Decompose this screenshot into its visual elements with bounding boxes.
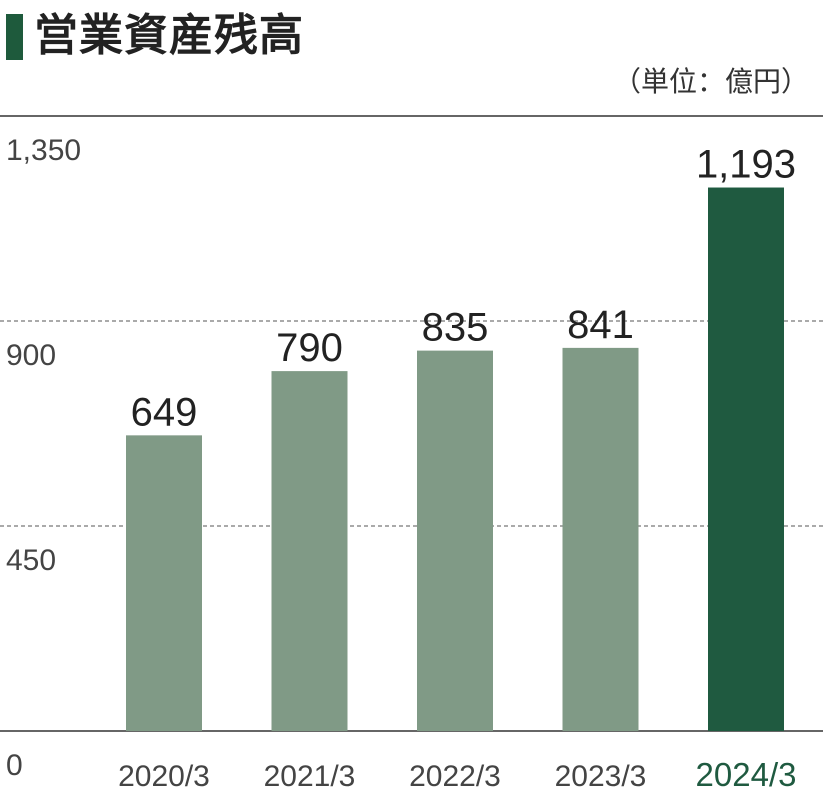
- data-label: 1,193: [696, 143, 796, 187]
- y-tick-label: 0: [6, 749, 23, 782]
- bar-highlight: [708, 187, 784, 731]
- bar: [562, 347, 639, 731]
- x-tick-label: 2022/3: [409, 760, 501, 793]
- chart-title: 営業資産残高: [34, 10, 304, 61]
- unit-label: （単位：億円）: [612, 65, 809, 98]
- x-tick-label: 2021/3: [264, 760, 356, 793]
- data-label: 841: [567, 303, 634, 347]
- bar: [417, 350, 493, 731]
- y-tick-label: 450: [6, 544, 56, 577]
- data-label: 649: [131, 390, 198, 434]
- x-tick-label: 2023/3: [555, 760, 647, 793]
- x-tick-label: 2020/3: [118, 760, 210, 793]
- bar: [126, 435, 202, 731]
- data-label: 835: [422, 306, 489, 350]
- data-label: 790: [276, 326, 343, 370]
- y-tick-label: 1,350: [6, 134, 81, 167]
- x-tick-label: 2024/3: [696, 756, 797, 793]
- title-accent-bar: [6, 14, 23, 60]
- bar: [271, 371, 348, 731]
- y-tick-label: 900: [6, 339, 56, 372]
